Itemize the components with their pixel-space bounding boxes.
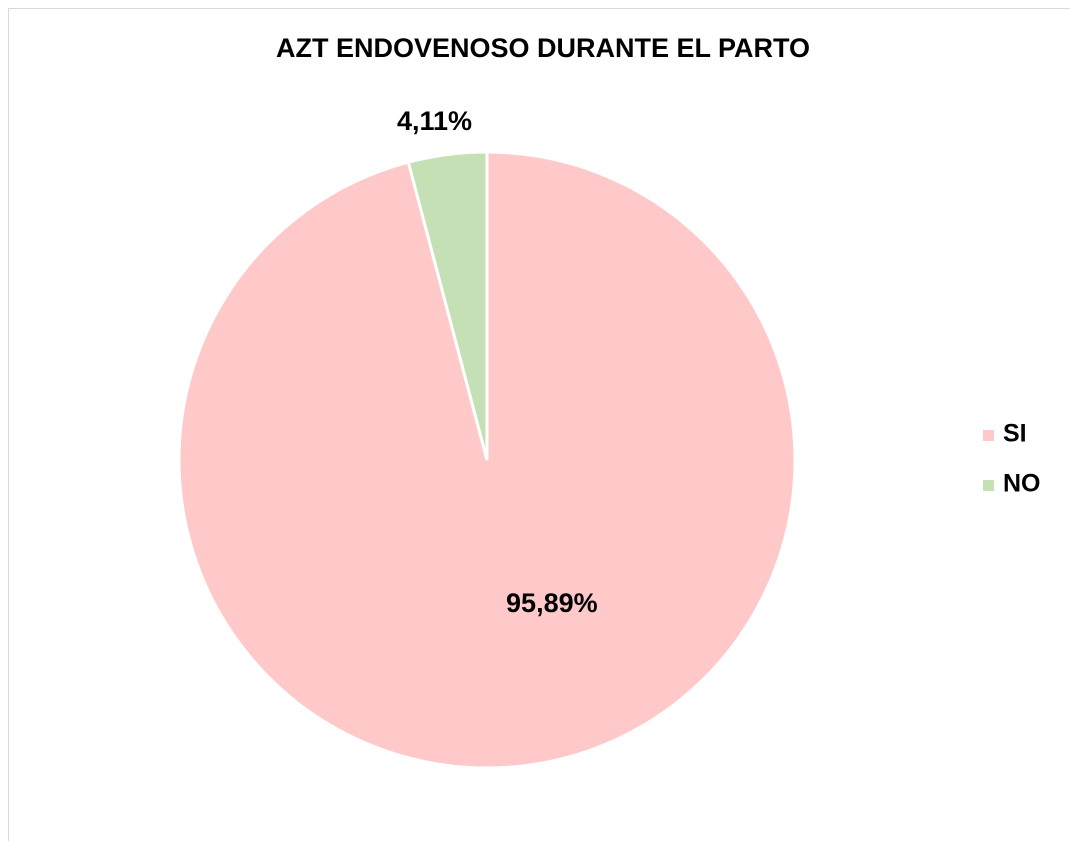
chart-title: AZT ENDOVENOSO DURANTE EL PARTO xyxy=(276,33,810,63)
legend-swatch xyxy=(983,430,994,441)
legend-label: SI xyxy=(1003,420,1027,448)
data-label: 4,11% xyxy=(397,106,472,136)
data-label: 95,89% xyxy=(506,588,598,618)
legend-label: NO xyxy=(1003,470,1041,498)
legend-swatch xyxy=(983,480,994,491)
pie-slice xyxy=(406,150,489,461)
